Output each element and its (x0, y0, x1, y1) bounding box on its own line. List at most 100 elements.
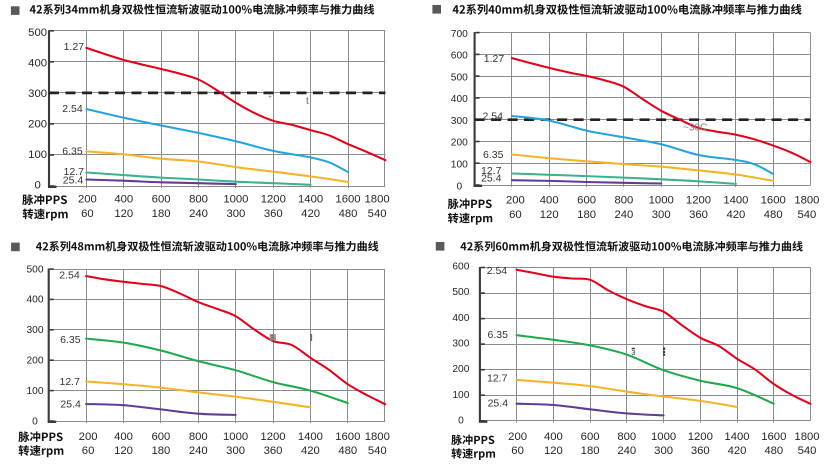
svg-text:200: 200 (27, 356, 44, 367)
svg-text:200: 200 (508, 431, 527, 443)
svg-text:120: 120 (544, 445, 563, 457)
svg-text:120: 120 (540, 209, 559, 221)
svg-text:1400: 1400 (724, 431, 749, 443)
svg-text:500: 500 (28, 27, 47, 39)
svg-text:0: 0 (32, 416, 38, 427)
svg-text:0: 0 (458, 415, 464, 426)
svg-text:400: 400 (114, 194, 133, 206)
svg-text:420: 420 (301, 445, 320, 457)
svg-text:2.54: 2.54 (62, 103, 83, 115)
svg-text:1400: 1400 (298, 194, 323, 206)
svg-text:600: 600 (451, 51, 468, 62)
svg-text:200: 200 (451, 138, 468, 149)
svg-text:500: 500 (451, 72, 468, 83)
svg-text:400: 400 (27, 295, 44, 306)
svg-text:540: 540 (797, 209, 816, 221)
svg-text:400: 400 (452, 313, 469, 324)
svg-text:0: 0 (34, 180, 40, 192)
svg-text:360: 360 (691, 445, 710, 457)
svg-text:60: 60 (511, 445, 524, 457)
svg-text:600: 600 (151, 431, 170, 443)
svg-text:60: 60 (82, 445, 95, 457)
svg-text:~30C: ~30C (683, 123, 707, 134)
svg-text:1400: 1400 (298, 431, 323, 443)
svg-text:240: 240 (617, 445, 636, 457)
svg-text:480: 480 (764, 209, 783, 221)
svg-text:60: 60 (509, 209, 522, 221)
svg-text:200: 200 (452, 364, 469, 375)
svg-text:25.4: 25.4 (63, 175, 84, 187)
svg-text:12.7: 12.7 (487, 372, 508, 384)
svg-text:60: 60 (81, 208, 94, 220)
svg-text:420: 420 (728, 445, 747, 457)
svg-text:420: 420 (301, 208, 320, 220)
svg-text:6.35: 6.35 (60, 334, 81, 346)
svg-text:800: 800 (189, 194, 208, 206)
svg-text:420: 420 (726, 209, 745, 221)
svg-text:3: 3 (631, 348, 635, 357)
svg-text:1.27: 1.27 (64, 41, 85, 53)
svg-text:6.35: 6.35 (488, 329, 509, 341)
svg-text:600: 600 (577, 194, 596, 206)
svg-text:180: 180 (151, 445, 170, 457)
svg-text:300: 300 (652, 209, 671, 221)
svg-text:1800: 1800 (794, 431, 819, 443)
svg-text:400: 400 (540, 194, 559, 206)
svg-text:600: 600 (452, 262, 469, 273)
svg-text:540: 540 (368, 445, 387, 457)
svg-text:25.4: 25.4 (488, 397, 509, 409)
svg-text:6.35: 6.35 (62, 146, 83, 158)
svg-text:200: 200 (79, 431, 98, 443)
svg-text:t: t (306, 96, 309, 107)
svg-text:180: 180 (577, 209, 596, 221)
svg-text:12.7: 12.7 (60, 376, 81, 388)
svg-text:300: 300 (451, 116, 468, 127)
svg-text:180: 180 (581, 445, 600, 457)
svg-text:540: 540 (368, 208, 387, 220)
svg-text:6.35: 6.35 (483, 149, 504, 161)
svg-text:100: 100 (452, 390, 469, 401)
svg-text:800: 800 (617, 431, 636, 443)
svg-text:2.54: 2.54 (483, 110, 504, 122)
svg-text:1.27: 1.27 (484, 53, 505, 65)
svg-text:0: 0 (456, 181, 462, 192)
svg-text:25.4: 25.4 (60, 398, 81, 410)
svg-text:400: 400 (114, 431, 133, 443)
svg-text:400: 400 (28, 57, 47, 69)
svg-text:300: 300 (27, 325, 44, 336)
svg-text:240: 240 (614, 209, 633, 221)
svg-text:240: 240 (189, 445, 208, 457)
svg-text:100: 100 (28, 149, 47, 161)
svg-text:480: 480 (338, 445, 357, 457)
svg-text:100: 100 (27, 386, 44, 397)
svg-text:1800: 1800 (794, 194, 819, 206)
svg-text:12.7: 12.7 (481, 165, 502, 177)
svg-text:480: 480 (764, 445, 783, 457)
svg-text:700: 700 (451, 29, 468, 40)
svg-text:400: 400 (451, 94, 468, 105)
svg-text:200: 200 (78, 194, 97, 206)
svg-text:600: 600 (152, 194, 171, 206)
svg-text:500: 500 (452, 287, 469, 298)
svg-text:1000: 1000 (223, 431, 248, 443)
svg-text:1400: 1400 (723, 194, 748, 206)
svg-text:180: 180 (152, 208, 171, 220)
svg-text:300: 300 (226, 445, 245, 457)
svg-text:360: 360 (264, 445, 283, 457)
svg-text:1600: 1600 (761, 431, 786, 443)
svg-text:360: 360 (264, 208, 283, 220)
svg-text:3: 3 (270, 335, 274, 342)
svg-text:1600: 1600 (335, 431, 360, 443)
svg-text:500: 500 (27, 264, 44, 275)
svg-text:600: 600 (581, 431, 600, 443)
svg-text:1600: 1600 (335, 194, 360, 206)
svg-text:1200: 1200 (260, 431, 285, 443)
svg-text:300: 300 (452, 339, 469, 350)
svg-text:200: 200 (506, 194, 525, 206)
svg-text:1000: 1000 (223, 194, 248, 206)
svg-text:1200: 1200 (686, 194, 711, 206)
svg-text:480: 480 (339, 208, 358, 220)
svg-text:120: 120 (114, 208, 133, 220)
svg-text:240: 240 (189, 208, 208, 220)
svg-text:1200: 1200 (688, 431, 713, 443)
